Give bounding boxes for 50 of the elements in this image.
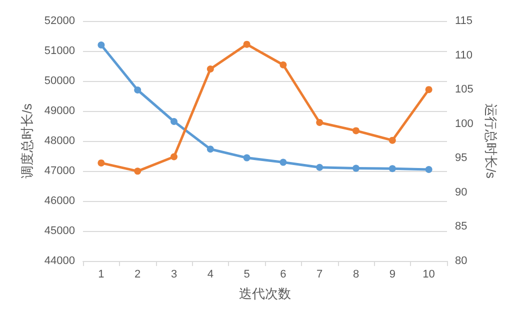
x-tick-label: 4 (207, 268, 214, 280)
x-tick-label: 8 (352, 268, 360, 280)
point (316, 164, 324, 171)
y2-tick-label: 85 (455, 220, 468, 233)
x-tick-label: 1 (98, 268, 104, 280)
y-tick-label: 44000 (44, 255, 75, 267)
y2-tick-label: 80 (455, 255, 468, 267)
x-tick-label: 5 (244, 268, 250, 280)
point (316, 118, 324, 126)
y2-axis-title: 运行总时长/s (483, 103, 498, 180)
point (352, 164, 360, 172)
point (425, 86, 432, 94)
y-tick-label: 50000 (44, 75, 75, 87)
point (170, 118, 178, 125)
x-axis-title: 迭代次数 (239, 286, 291, 301)
y2-tick-label: 90 (455, 186, 468, 198)
y2-tick-label: 95 (455, 152, 468, 164)
point (352, 127, 360, 134)
point (388, 136, 396, 144)
point (280, 61, 287, 68)
y-tick-label: 45000 (44, 225, 75, 237)
point (98, 42, 105, 48)
point (280, 158, 287, 166)
point (243, 40, 250, 48)
y-tick-label: 47000 (44, 165, 75, 177)
y2-tick-label: 115 (455, 15, 473, 27)
point (170, 153, 178, 160)
point (98, 159, 105, 166)
y-tick-label: 52000 (44, 15, 75, 27)
point (243, 154, 250, 162)
point (134, 168, 142, 175)
point (388, 165, 396, 172)
y2-tick-label: 110 (455, 49, 473, 62)
x-tick-label: 3 (170, 268, 178, 280)
x-tick-label: 10 (422, 268, 435, 280)
point (134, 86, 142, 94)
y2-tick-label: 105 (455, 84, 474, 96)
y-tick-label: 49000 (44, 105, 75, 117)
y2-tick-label: 100 (455, 118, 474, 130)
y-tick-label: 48000 (44, 135, 75, 147)
x-tick-label: 2 (134, 268, 141, 280)
x-tick-label: 9 (389, 268, 396, 280)
x-tick-label: 7 (316, 268, 323, 280)
y-tick-label: 51000 (44, 45, 75, 57)
y-tick-label: 46000 (44, 195, 75, 207)
x-tick-label: 6 (280, 268, 286, 280)
point (206, 66, 214, 72)
point (206, 146, 214, 153)
y-axis-title: 调度总时长/s (20, 102, 35, 179)
point (425, 166, 432, 173)
